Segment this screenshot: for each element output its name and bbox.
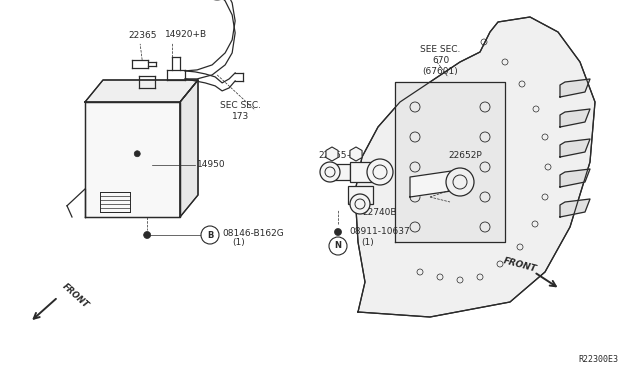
Text: 22365: 22365 <box>128 31 157 40</box>
Circle shape <box>329 237 347 255</box>
Circle shape <box>367 159 393 185</box>
Polygon shape <box>560 109 590 127</box>
Polygon shape <box>355 17 595 317</box>
Polygon shape <box>180 80 198 217</box>
Polygon shape <box>395 82 505 242</box>
Text: B: B <box>207 231 213 240</box>
Text: 22365+A: 22365+A <box>318 151 360 160</box>
Circle shape <box>134 151 140 157</box>
Polygon shape <box>560 79 590 97</box>
Circle shape <box>350 194 370 214</box>
Polygon shape <box>560 139 590 157</box>
Text: 14950: 14950 <box>197 160 226 169</box>
Text: (1): (1) <box>361 238 374 247</box>
Bar <box>348 186 373 204</box>
Text: SEE SEC.: SEE SEC. <box>420 45 460 54</box>
Bar <box>330 164 350 180</box>
Text: 08911-10637: 08911-10637 <box>349 227 410 236</box>
Text: FRONT: FRONT <box>60 282 90 310</box>
Circle shape <box>335 228 342 235</box>
Text: SEC SEC.: SEC SEC. <box>220 101 261 110</box>
Circle shape <box>320 162 340 182</box>
Text: FRONT: FRONT <box>502 256 538 274</box>
Bar <box>350 162 372 182</box>
Text: 22652P: 22652P <box>448 151 482 160</box>
Polygon shape <box>560 199 590 217</box>
Text: 14920+B: 14920+B <box>165 30 207 39</box>
Polygon shape <box>85 80 198 102</box>
Text: R22300E3: R22300E3 <box>578 355 618 364</box>
Polygon shape <box>560 169 590 187</box>
Text: 08146-B162G: 08146-B162G <box>222 229 284 238</box>
Text: 22740B: 22740B <box>362 208 397 217</box>
Text: (67601): (67601) <box>422 67 458 76</box>
Circle shape <box>143 231 150 238</box>
Text: 670: 670 <box>432 56 449 65</box>
Text: (1): (1) <box>232 238 244 247</box>
Polygon shape <box>85 102 180 217</box>
Circle shape <box>201 226 219 244</box>
Polygon shape <box>410 169 465 197</box>
Text: 173: 173 <box>232 112 249 121</box>
Circle shape <box>446 168 474 196</box>
Text: N: N <box>335 241 342 250</box>
